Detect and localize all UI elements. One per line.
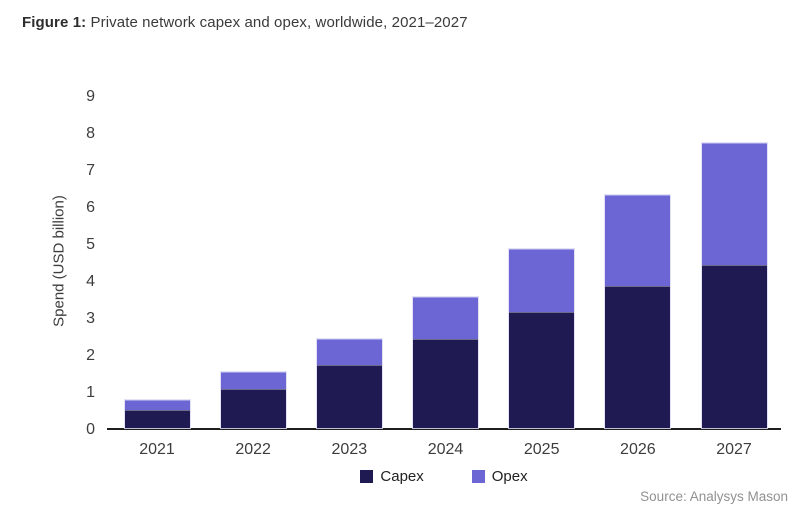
opex-segment-2021 [124,400,190,410]
opex-segment-2023 [316,339,382,366]
figure-title-text: Private network capex and opex, worldwid… [90,14,468,31]
x-tick-label-2026: 2026 [620,441,656,458]
figure-title-prefix: Figure 1: [22,14,87,31]
y-tick-label: 5 [86,236,95,253]
x-tick-label-2025: 2025 [523,441,560,458]
bar-2023 [316,339,382,428]
y-tick-label: 2 [86,347,95,364]
x-tick-label-2027: 2027 [716,441,752,458]
capex-segment-2022 [220,389,286,428]
capex-legend-label: Capex [380,467,424,485]
bar-2026 [605,194,671,428]
x-tick-label-2024: 2024 [427,441,464,458]
capex-segment-2025 [509,311,575,428]
x-tick-label-2022: 2022 [235,441,271,458]
opex-segment-2022 [220,372,286,390]
opex-segment-2027 [701,143,767,266]
capex-legend-swatch [360,469,374,483]
x-tick-label-2023: 2023 [331,441,368,458]
opex-segment-2026 [605,194,671,286]
y-tick-label: 0 [86,421,95,438]
capex-segment-2021 [124,409,190,428]
legend-item-opex: Opex [471,467,528,485]
opex-segment-2025 [509,248,575,312]
source-text: Source: Analysys Mason [640,489,788,504]
capex-segment-2026 [605,285,671,428]
y-tick-label: 7 [86,162,95,179]
bar-2022 [220,372,286,428]
y-tick-label: 8 [86,125,95,142]
y-tick-label: 6 [86,199,95,216]
y-tick-label: 4 [86,273,95,290]
bar-2027 [701,143,767,428]
legend-item-capex: Capex [360,467,424,485]
y-tick-label: 9 [86,88,95,105]
bar-2024 [413,296,478,428]
y-tick-label: 1 [86,384,95,401]
bar-2021 [124,400,190,428]
legend: Capex Opex [107,467,781,485]
plot-area [107,97,781,430]
figure-title: Figure 1: Private network capex and opex… [22,14,468,31]
capex-segment-2024 [413,339,478,428]
capex-segment-2027 [701,265,767,428]
y-tick-label: 3 [86,310,95,327]
opex-legend-swatch [471,469,485,483]
x-tick-label-2021: 2021 [139,441,175,458]
bar-2025 [509,248,575,428]
capex-segment-2023 [316,365,382,428]
opex-legend-label: Opex [491,467,528,485]
opex-segment-2024 [413,296,478,340]
